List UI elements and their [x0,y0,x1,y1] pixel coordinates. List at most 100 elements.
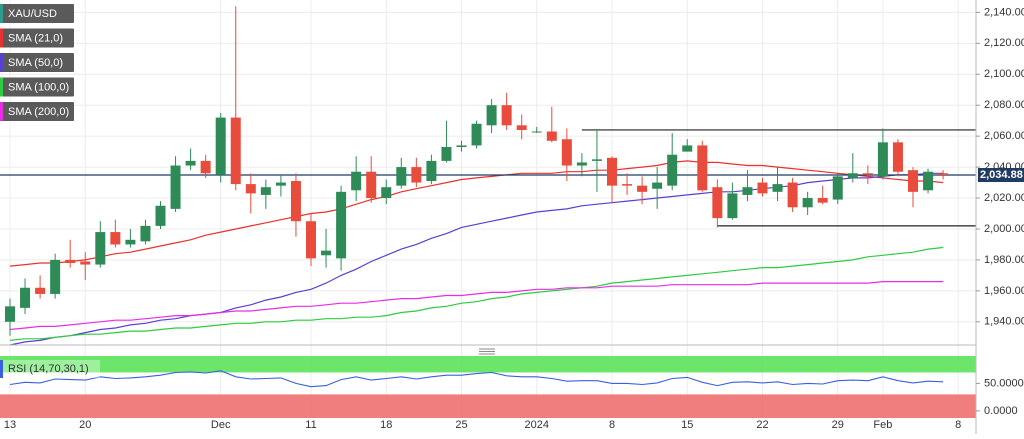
legend-box[interactable] [0,28,74,48]
candle-body [321,250,332,256]
x-tick-label: 11 [305,419,316,431]
candle-body [757,182,768,194]
y-tick-label: 2,080.000 [984,99,1024,111]
candle-body [456,145,467,147]
candle-body [80,261,91,265]
y-tick-label: 2,000.000 [984,223,1024,235]
candle-body [576,162,587,166]
x-tick-label: 13 [4,419,16,431]
candle-body [155,205,166,226]
candle-body [772,184,783,192]
y-tick-label: 1,960.000 [984,285,1024,297]
legend-label: SMA (100,0) [8,81,69,93]
legend-box[interactable] [0,77,74,97]
candle-body [847,173,858,178]
legend-swatch [0,360,3,378]
legend-box[interactable] [0,360,100,378]
legend-label: SMA (21,0) [8,32,63,44]
candle-body [531,131,542,133]
last-price-box [978,168,1024,183]
candle-body [140,225,151,242]
x-tick-label: 29 [832,419,844,431]
candle-body [351,171,362,191]
candle-body [5,306,15,322]
candle-body [787,182,798,208]
legend-box[interactable] [0,53,74,72]
x-tick-label: 8 [609,419,615,431]
legend-swatch [0,28,3,48]
candle-body [923,171,934,191]
x-tick-label: 22 [756,419,768,431]
candle-body [381,187,392,199]
candle-body [607,157,617,186]
candle-body [727,193,738,219]
sma-line [9,246,944,341]
y-tick-label: 2,140.000 [984,6,1024,18]
candle-body [817,198,828,203]
candle-body [471,123,482,146]
candle-body [877,142,888,177]
candle-body [50,259,61,294]
y-tick-label: 2,060.000 [984,130,1024,142]
candle-body [742,187,753,195]
candle-body [290,181,301,222]
oversold-band [0,394,976,418]
candle-body [411,167,422,183]
legend-swatch [0,102,3,121]
candle-body [426,160,437,182]
candle-body [185,160,196,166]
legend-label: XAU/USD [8,8,57,20]
overbought-band [0,356,976,373]
legend-box[interactable] [0,102,74,121]
rsi-line [9,370,944,388]
candle-body [110,232,121,245]
candle-body [546,131,557,141]
legend-box[interactable] [0,4,74,23]
candle-body [260,187,271,195]
x-tick-label: 20 [79,419,91,431]
candle-body [832,176,843,200]
candle-body [591,159,602,161]
x-tick-label: 15 [681,419,693,431]
candle-body [637,185,648,192]
candle-body [441,146,452,161]
y-tick-label: 0.0000 [984,405,1018,417]
candle-body [712,187,723,219]
candle-body [125,239,136,245]
candle-body [245,184,256,194]
legend-swatch [0,77,3,97]
candle-body [938,173,949,176]
candle-body [275,182,286,186]
candle-body [501,105,512,126]
candle-body [95,232,106,265]
price-panel [0,6,976,345]
y-tick-label: 1,980.000 [984,254,1024,266]
axes: 1,940.000 1,960.000 1,980.000 2,000.000 2,02… [4,6,1024,431]
x-tick-label: 8 [955,419,961,431]
candle-body [862,173,873,175]
x-tick-label: 2024 [525,419,549,431]
panel-resize-handle[interactable] [479,348,495,355]
y-tick-label: 2,120.000 [984,37,1024,49]
candle-body [35,287,46,294]
candle-body [652,182,663,189]
legend-swatch [0,53,3,72]
candle-body [561,139,572,166]
y-tick-label: 2,020.000 [984,192,1024,204]
candle-body [802,198,813,208]
candle-body [306,221,316,259]
grid [0,0,976,418]
candle-body [667,154,678,186]
candle-body [697,145,708,191]
candle-body [215,117,226,175]
candle-body [622,184,633,186]
sma-line [9,160,944,267]
legend-label: SMA (50,0) [8,57,63,69]
rsi-title: RSI (14,70,30,1) [8,363,89,375]
candle-body [366,171,377,199]
x-tick-label: 18 [380,419,392,431]
candle-body [516,125,527,130]
x-tick-label: Feb [873,419,892,431]
candle-body [200,160,211,174]
